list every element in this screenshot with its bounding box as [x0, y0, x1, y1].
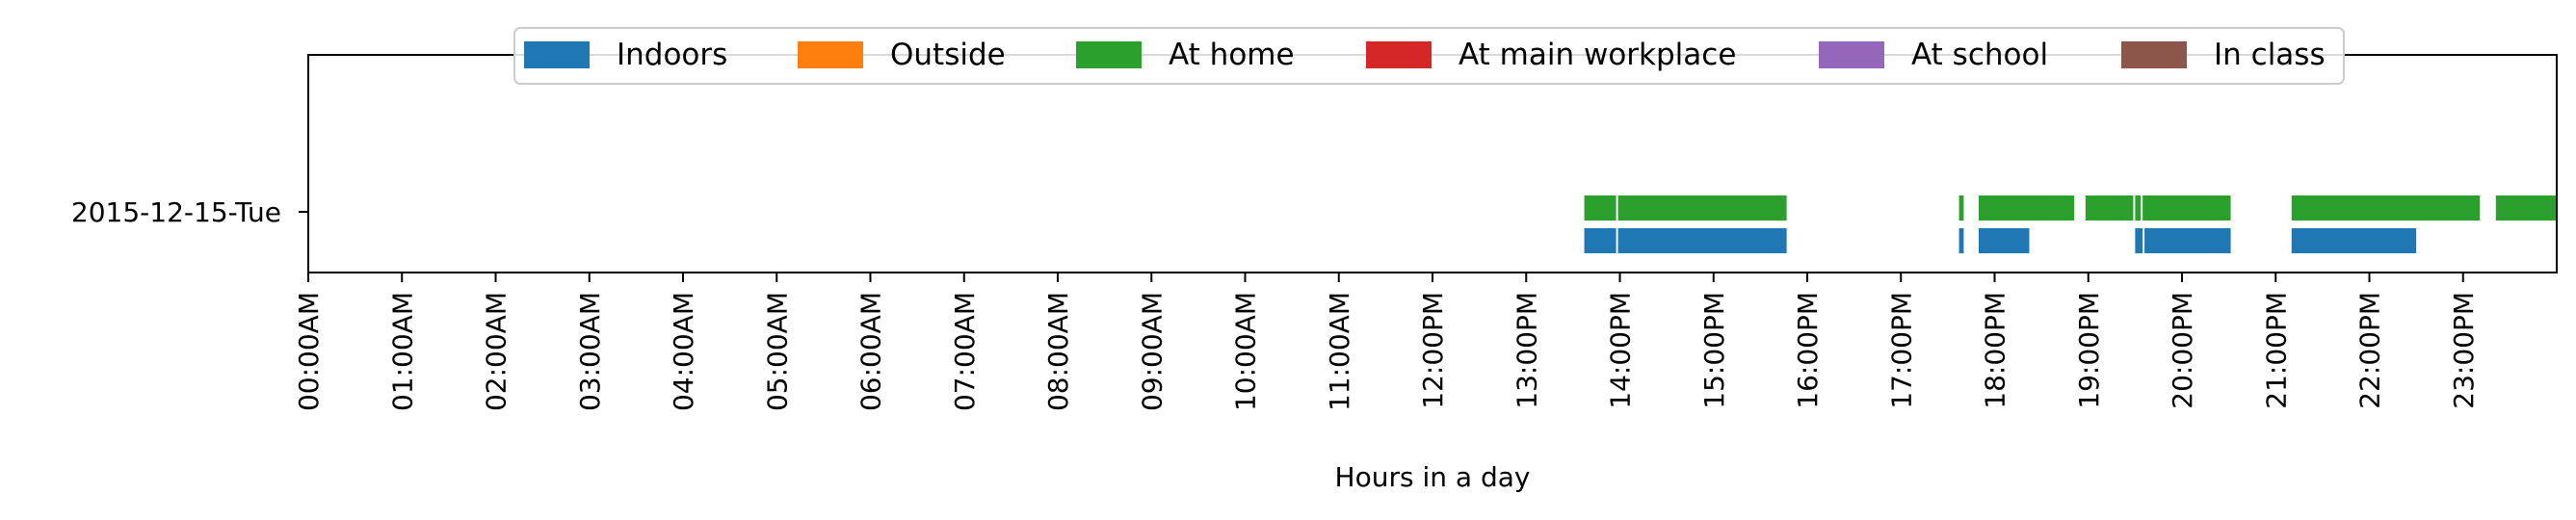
x-tick-label: 13:00PM [1511, 292, 1542, 409]
legend-swatch-at-home [1076, 41, 1142, 68]
legend-swatch-at-school [1819, 41, 1884, 68]
x-tick-label: 09:00AM [1136, 292, 1168, 411]
x-tick-label: 20:00PM [2167, 292, 2198, 409]
bar-at-home-4 [2085, 195, 2134, 221]
x-tick-label: 22:00PM [2354, 292, 2386, 409]
x-tick-label: 15:00PM [1698, 292, 1730, 409]
legend-label-in-class: In class [2214, 38, 2326, 72]
legend-label-at-home: At home [1169, 38, 1295, 72]
bar-at-home-6 [2142, 195, 2231, 221]
x-tick-label: 08:00AM [1042, 292, 1074, 411]
bar-indoors-3 [1978, 228, 2030, 253]
legend-label-outside: Outside [890, 38, 1006, 72]
bar-at-home-8 [2495, 195, 2557, 221]
legend-swatch-in-class [2121, 41, 2187, 68]
bar-at-home-2 [1958, 195, 1964, 221]
x-tick-label: 14:00PM [1605, 292, 1637, 409]
x-tick-label: 21:00PM [2260, 292, 2292, 409]
y-tick-label: 2015-12-15-Tue [71, 196, 281, 228]
x-tick-label: 01:00AM [386, 292, 418, 411]
legend: Indoors Outside At home At main workplace At… [513, 27, 2345, 85]
x-tick-label: 00:00AM [293, 292, 325, 411]
x-axis-label: Hours in a day [1335, 461, 1531, 493]
x-tick-label: 02:00AM [481, 292, 513, 411]
x-tick-label: 10:00AM [1230, 292, 1262, 411]
bar-at-home-0 [1584, 195, 1617, 221]
legend-swatch-outside [798, 41, 863, 68]
x-axis: 00:00AM 01:00AM 02:00AM 03:00AM 04:00AM 05:00… [293, 273, 2480, 411]
x-tick-label: 12:00PM [1417, 292, 1449, 409]
x-tick-label: 17:00PM [1885, 292, 1917, 409]
y-axis: 2015-12-15-Tue [71, 196, 308, 228]
legend-label-indoors: Indoors [617, 38, 727, 72]
legend-swatch-indoors [524, 41, 590, 68]
legend-label-at-main-workplace: At main workplace [1459, 38, 1736, 72]
bar-indoors-5 [2144, 228, 2231, 253]
interval-bars [1584, 195, 2557, 253]
legend-label-at-school: At school [1911, 38, 2048, 72]
x-tick-label: 07:00AM [949, 292, 981, 411]
x-tick-label: 16:00PM [1792, 292, 1824, 409]
bar-indoors-6 [2291, 228, 2417, 253]
legend-swatch-at-main-workplace [1366, 41, 1432, 68]
bar-at-home-7 [2291, 195, 2481, 221]
x-tick-label: 18:00PM [1980, 292, 2011, 409]
bar-indoors-0 [1584, 228, 1617, 253]
x-tick-label: 06:00AM [855, 292, 887, 411]
x-tick-label: 03:00AM [574, 292, 606, 411]
bar-at-home-1 [1617, 195, 1787, 221]
x-tick-label: 04:00AM [668, 292, 699, 411]
bar-indoors-4 [2135, 228, 2143, 253]
bar-at-home-5 [2135, 195, 2142, 221]
x-tick-label: 19:00PM [2073, 292, 2105, 409]
bar-indoors-1 [1617, 228, 1787, 253]
bar-at-home-3 [1978, 195, 2075, 221]
x-tick-label: 11:00AM [1324, 292, 1355, 411]
x-tick-label: 05:00AM [761, 292, 793, 411]
x-tick-label: 23:00PM [2448, 292, 2480, 409]
bar-indoors-2 [1958, 228, 1964, 253]
